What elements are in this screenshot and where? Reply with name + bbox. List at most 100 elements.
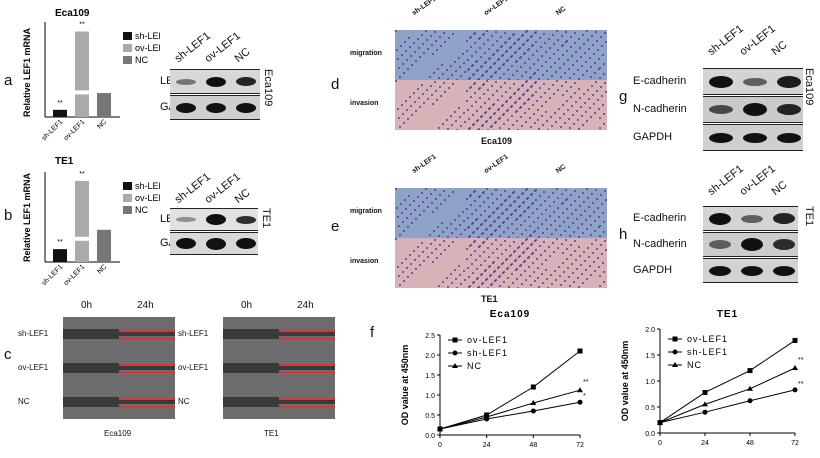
legend-label: sh-LEF1: [687, 347, 728, 357]
cell-dot: [488, 225, 491, 227]
cell-dot: [590, 234, 593, 236]
cell-dot: [579, 47, 582, 49]
cell-dot: [494, 239, 497, 241]
cell-dot: [590, 66, 593, 68]
x-tick-label: 72: [791, 440, 799, 447]
cell-dot: [440, 203, 442, 205]
cell-dot: [481, 282, 484, 284]
cell-dot: [531, 104, 534, 106]
cell-dot: [475, 278, 478, 280]
cell-dot: [541, 65, 544, 67]
cell-dot: [448, 195, 450, 197]
cell-dot: [581, 115, 584, 117]
cell-dot: [557, 197, 560, 199]
cell-dot: [601, 253, 604, 255]
cell-dot: [489, 116, 492, 118]
cell-dot: [397, 58, 399, 60]
cell-dot: [448, 245, 450, 247]
cell-dot: [527, 108, 530, 110]
bar-ov-LEF1: [75, 31, 89, 117]
cell-dot: [432, 211, 434, 213]
cell-dot: [513, 42, 516, 44]
cell-dot: [578, 128, 581, 130]
cell-dot: [502, 231, 505, 233]
cell-dot: [521, 44, 524, 46]
transwell-image: [395, 80, 607, 130]
cell-dot: [423, 52, 425, 54]
cell-dot: [501, 114, 504, 116]
cell-dot: [465, 50, 468, 52]
band: [773, 265, 795, 276]
cell-dot: [497, 108, 500, 110]
cell-dot: [495, 90, 498, 92]
cell-dot: [499, 204, 502, 206]
growth-curve-te1: TE1 OD value at 450nm 0.0 0.5 1.0 1.5 2.0 0 24 48…: [620, 309, 804, 447]
cell-dot: [427, 98, 429, 100]
cell-dot: [435, 90, 437, 92]
cell-dot: [526, 39, 529, 41]
cell-dot: [468, 87, 471, 89]
point-NC: [792, 365, 798, 370]
cell-dot: [554, 270, 557, 272]
cell-dot: [406, 59, 408, 61]
band: [709, 75, 733, 88]
cell-dot: [481, 124, 484, 126]
cell-dot: [489, 224, 492, 226]
cell-dot: [496, 257, 499, 259]
cell-dot: [501, 262, 504, 264]
cell-dot: [444, 249, 446, 251]
point-sh-LEF1: [577, 399, 583, 405]
cell-dot: [477, 236, 480, 238]
blot-row-label: N-cadherin: [633, 238, 687, 250]
cell-dot: [443, 82, 445, 84]
cell-dot: [404, 199, 406, 201]
cell-dot: [597, 207, 600, 209]
cell-dot: [481, 192, 484, 194]
cell-dot: [541, 223, 544, 225]
cell-dot: [565, 199, 568, 201]
cell-dot: [439, 86, 441, 88]
cell-dot: [580, 264, 583, 266]
cell-dot: [456, 129, 458, 130]
cell-dot: [504, 209, 507, 211]
cell-dot: [576, 268, 579, 270]
cell-dot: [497, 226, 500, 228]
cell-dot: [446, 69, 448, 71]
band: [206, 214, 226, 225]
blot-row-label: E-cadherin: [633, 212, 687, 224]
cell-dot: [551, 233, 554, 235]
cell-dot: [472, 281, 475, 283]
cell-dot: [579, 205, 582, 207]
lane-label: NC: [769, 178, 790, 198]
significance-mark: **: [79, 171, 85, 178]
cell-dot: [563, 271, 566, 273]
cell-dot: [485, 80, 488, 82]
cell-dot: [526, 247, 529, 249]
cell-dot: [508, 47, 511, 49]
cell-dot: [527, 48, 530, 50]
cell-dot: [399, 126, 401, 128]
cell-dot: [568, 118, 571, 120]
cell-dot: [515, 278, 518, 280]
cell-dot: [557, 207, 560, 209]
cell-dot: [504, 249, 507, 251]
cell-dot: [438, 235, 440, 237]
cell-dot: [582, 124, 585, 126]
cell-dot: [594, 62, 597, 64]
cell-dot: [485, 188, 488, 190]
cell-dot: [483, 220, 486, 222]
cell-dot: [488, 107, 491, 109]
cell-dot: [465, 198, 468, 200]
cell-dot: [562, 252, 565, 254]
cell-line-label: TE1: [803, 206, 815, 227]
cell-dot: [587, 89, 590, 91]
legend-label: NC: [135, 55, 148, 65]
cell-dot: [436, 49, 438, 51]
cell-dot: [591, 85, 594, 87]
cell-dot: [496, 49, 499, 51]
cell-dot: [533, 240, 536, 242]
cell-dot: [525, 80, 528, 82]
panel-d-label: d: [331, 76, 340, 93]
cell-dot: [481, 232, 484, 234]
cell-dot: [452, 33, 454, 35]
